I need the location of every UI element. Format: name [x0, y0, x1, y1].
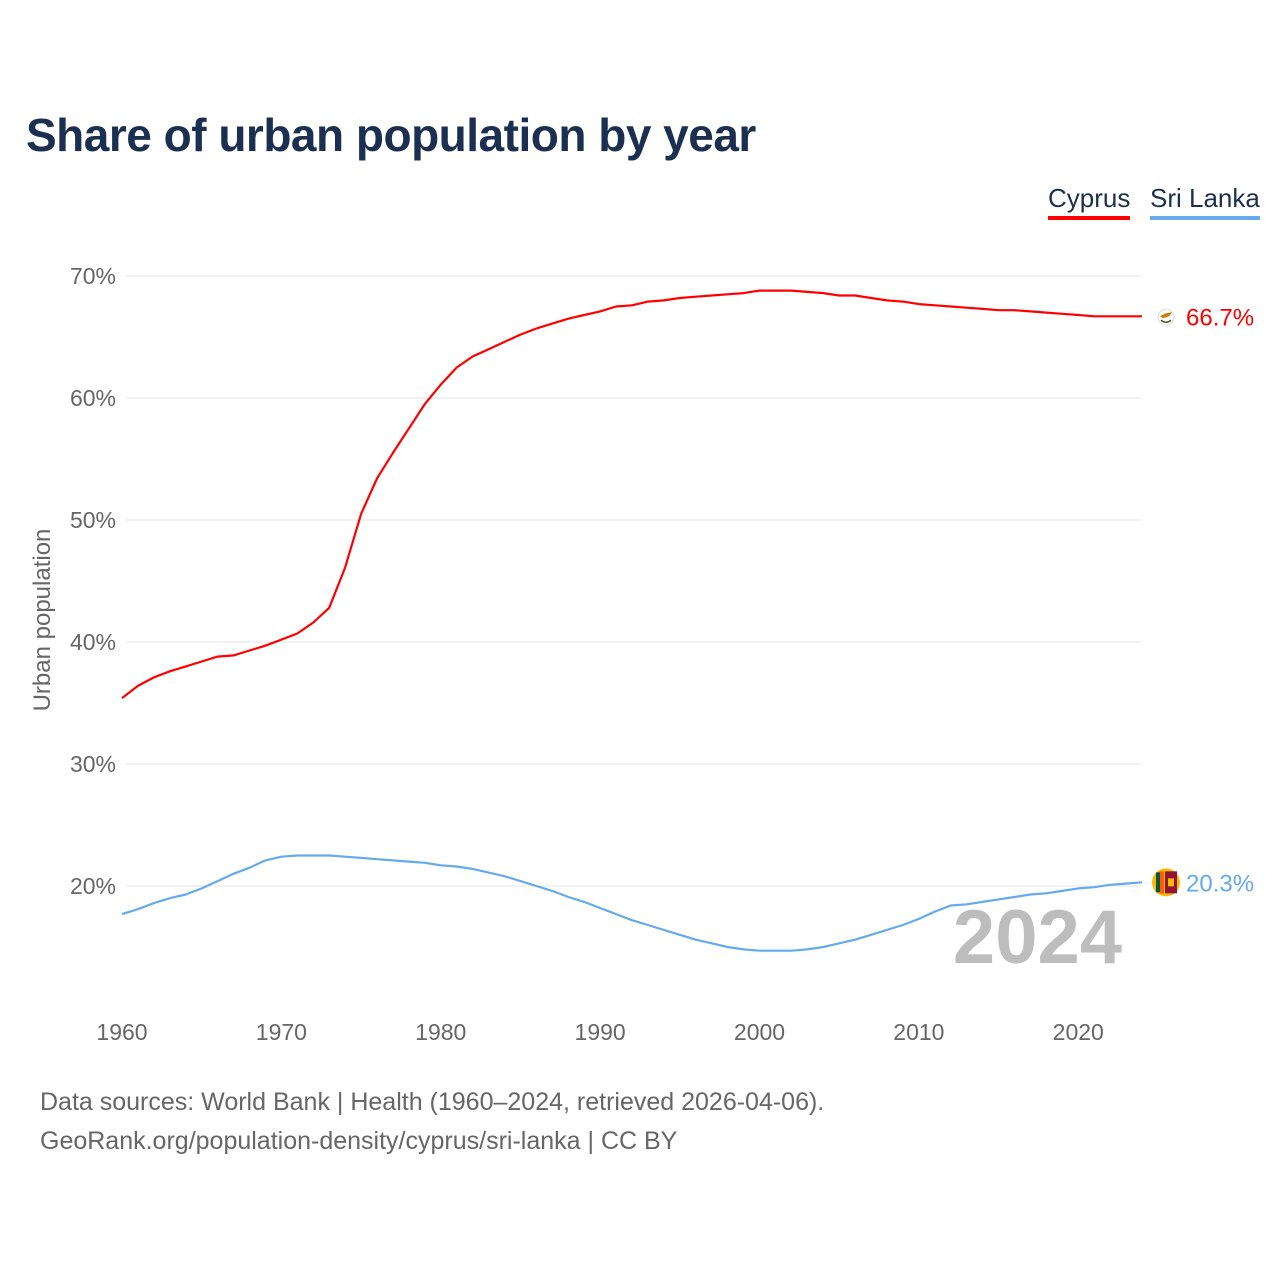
y-tick-label: 50%: [70, 507, 116, 533]
end-value-label: 20.3%: [1186, 870, 1254, 897]
y-tick-label: 40%: [70, 629, 116, 655]
sri-lanka-flag-icon: [1152, 868, 1180, 897]
data-source-note: Data sources: World Bank | Health (1960–…: [40, 1088, 825, 1116]
legend-item-sri-lanka[interactable]: Sri Lanka: [1150, 183, 1260, 220]
x-tick-label: 2010: [893, 1019, 944, 1045]
year-watermark: 2024: [953, 895, 1122, 980]
x-tick-label: 1980: [415, 1019, 466, 1045]
y-tick-label: 20%: [70, 873, 116, 899]
attribution-link[interactable]: GeoRank.org/population-density/cyprus/sr…: [40, 1127, 678, 1155]
y-tick-label: 60%: [70, 385, 116, 411]
legend-item-cyprus[interactable]: Cyprus: [1048, 183, 1131, 220]
x-tick-label: 1990: [575, 1019, 626, 1045]
x-tick-label: 2020: [1053, 1019, 1104, 1045]
x-tick-label: 1960: [96, 1019, 147, 1045]
cyprus-flag-icon: [1157, 308, 1175, 326]
x-tick-label: 1970: [256, 1019, 307, 1045]
chart-title: Share of urban population by year: [26, 109, 756, 161]
series-line-sri-lanka: [121, 854, 1143, 952]
x-tick-label: 2000: [734, 1019, 785, 1045]
end-value-label: 66.7%: [1186, 304, 1254, 331]
series-line-cyprus: [121, 289, 1142, 699]
y-tick-label: 30%: [70, 751, 116, 777]
y-tick-label: 70%: [70, 263, 116, 289]
y-axis-label: Urban population: [29, 529, 56, 712]
